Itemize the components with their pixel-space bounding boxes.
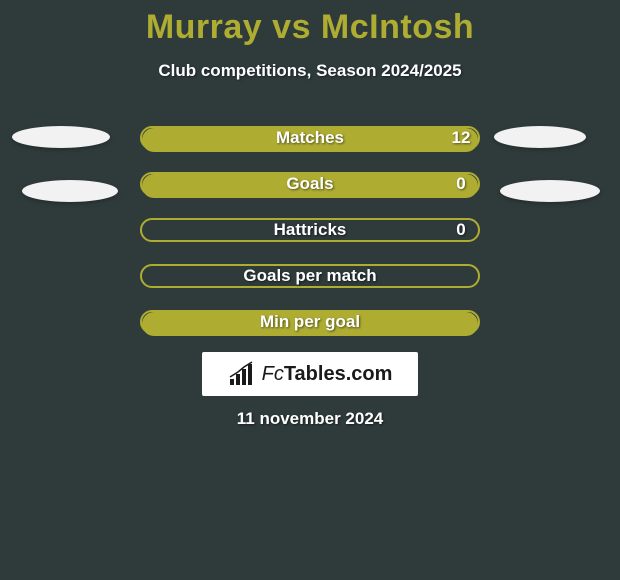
bar-track <box>140 172 480 196</box>
decor-ellipse <box>12 126 110 148</box>
bar-track <box>140 218 480 242</box>
bar-fill-right <box>142 174 478 198</box>
bar-track <box>140 264 480 288</box>
stat-value-left <box>145 126 173 150</box>
decor-ellipse <box>494 126 586 148</box>
stat-value-left <box>145 310 173 334</box>
stage: Murray vs McIntosh Club competitions, Se… <box>0 0 620 580</box>
stat-row: Min per goal <box>0 306 620 352</box>
stat-value-right: 0 <box>447 218 475 242</box>
stat-value-right <box>447 310 475 334</box>
stat-value-left <box>145 218 173 242</box>
stat-value-left <box>145 172 173 196</box>
page-title: Murray vs McIntosh <box>0 0 620 47</box>
subtitle: Club competitions, Season 2024/2025 <box>0 61 620 81</box>
bar-track <box>140 126 480 150</box>
comparison-rows: Matches 12 Goals 0 Hattricks 0 <box>0 122 620 352</box>
decor-ellipse <box>500 180 600 202</box>
stat-value-right: 0 <box>447 172 475 196</box>
stat-value-left <box>145 264 173 288</box>
logo-text: FcTables.com <box>262 363 393 386</box>
stat-value-right <box>447 264 475 288</box>
stat-row: Hattricks 0 <box>0 214 620 260</box>
bar-fill-right <box>142 312 478 336</box>
bars-icon <box>228 361 258 387</box>
stat-row: Goals per match <box>0 260 620 306</box>
date-label: 11 november 2024 <box>0 409 620 429</box>
bar-track <box>140 310 480 334</box>
logo-suffix: Tables.com <box>284 363 393 385</box>
bar-fill-right <box>142 128 478 152</box>
decor-ellipse <box>22 180 118 202</box>
stat-value-right: 12 <box>447 126 475 150</box>
logo-prefix: Fc <box>262 363 284 385</box>
fctables-logo-badge: FcTables.com <box>202 352 418 396</box>
